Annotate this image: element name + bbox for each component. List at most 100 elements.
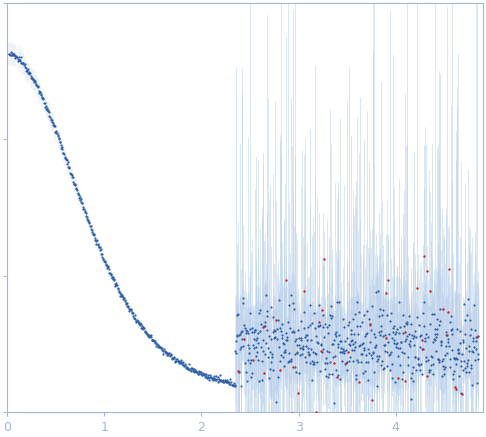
Point bbox=[185, 366, 192, 373]
Point bbox=[343, 334, 350, 341]
Point bbox=[97, 251, 105, 258]
Point bbox=[273, 326, 280, 333]
Point bbox=[113, 282, 121, 289]
Point bbox=[185, 361, 193, 368]
Point bbox=[368, 302, 376, 309]
Point bbox=[210, 372, 218, 379]
Point bbox=[232, 338, 240, 345]
Point bbox=[300, 308, 308, 315]
Point bbox=[60, 150, 68, 157]
Point bbox=[318, 307, 326, 314]
Point bbox=[425, 367, 433, 374]
Point bbox=[386, 318, 394, 325]
Point bbox=[401, 328, 409, 335]
Point bbox=[319, 345, 327, 352]
Point bbox=[330, 399, 337, 406]
Point bbox=[312, 350, 319, 357]
Point bbox=[302, 342, 310, 349]
Point bbox=[254, 329, 261, 336]
Point bbox=[436, 318, 444, 325]
Point bbox=[324, 329, 332, 336]
Point bbox=[134, 317, 141, 324]
Point bbox=[314, 340, 322, 347]
Point bbox=[362, 358, 369, 365]
Point bbox=[18, 59, 26, 66]
Point bbox=[32, 80, 40, 87]
Point bbox=[187, 364, 194, 371]
Point bbox=[104, 264, 112, 271]
Point bbox=[329, 341, 337, 348]
Point bbox=[300, 325, 308, 332]
Point bbox=[166, 350, 174, 357]
Point bbox=[430, 336, 437, 343]
Point bbox=[28, 75, 36, 82]
Point bbox=[408, 320, 416, 327]
Point bbox=[378, 322, 385, 329]
Point bbox=[285, 302, 293, 309]
Point bbox=[191, 368, 199, 375]
Point bbox=[427, 353, 435, 360]
Point bbox=[412, 328, 419, 335]
Point bbox=[82, 213, 90, 220]
Point bbox=[225, 379, 233, 386]
Point bbox=[337, 337, 345, 344]
Point bbox=[304, 349, 312, 356]
Point bbox=[9, 51, 17, 58]
Point bbox=[438, 357, 446, 364]
Point bbox=[252, 336, 260, 343]
Point bbox=[248, 324, 256, 331]
Point bbox=[196, 368, 204, 375]
Point bbox=[323, 348, 330, 355]
Point bbox=[207, 373, 214, 380]
Point bbox=[246, 309, 254, 316]
Point bbox=[150, 338, 157, 345]
Point bbox=[379, 332, 386, 339]
Point bbox=[178, 360, 186, 367]
Point bbox=[262, 339, 270, 346]
Point bbox=[372, 341, 380, 348]
Point bbox=[212, 373, 220, 380]
Point bbox=[469, 348, 477, 355]
Point bbox=[68, 173, 76, 180]
Point bbox=[203, 374, 211, 381]
Point bbox=[289, 299, 297, 306]
Point bbox=[253, 334, 261, 341]
Point bbox=[434, 330, 441, 337]
Point bbox=[226, 375, 234, 382]
Point bbox=[311, 358, 318, 365]
Point bbox=[402, 335, 410, 342]
Point bbox=[82, 210, 89, 217]
Point bbox=[383, 362, 391, 369]
Point bbox=[361, 367, 369, 374]
Point bbox=[448, 325, 455, 332]
Point bbox=[299, 343, 307, 350]
Point bbox=[277, 352, 285, 359]
Point bbox=[289, 363, 296, 370]
Point bbox=[411, 354, 418, 361]
Point bbox=[310, 310, 317, 317]
Point bbox=[35, 87, 42, 94]
Point bbox=[443, 350, 451, 357]
Point bbox=[356, 341, 364, 348]
Point bbox=[388, 374, 396, 381]
Point bbox=[464, 295, 472, 302]
Point bbox=[455, 373, 463, 380]
Point bbox=[287, 356, 295, 363]
Point bbox=[18, 59, 26, 66]
Point bbox=[22, 65, 30, 72]
Point bbox=[27, 74, 35, 81]
Point bbox=[275, 316, 282, 323]
Point bbox=[179, 358, 187, 365]
Point bbox=[278, 335, 286, 342]
Point bbox=[105, 269, 113, 276]
Point bbox=[170, 355, 177, 362]
Point bbox=[383, 348, 391, 355]
Point bbox=[243, 329, 250, 336]
Point bbox=[312, 408, 320, 415]
Point bbox=[394, 345, 402, 352]
Point bbox=[338, 349, 346, 356]
Point bbox=[108, 274, 116, 281]
Point bbox=[253, 348, 261, 355]
Point bbox=[413, 366, 420, 373]
Point bbox=[351, 343, 359, 350]
